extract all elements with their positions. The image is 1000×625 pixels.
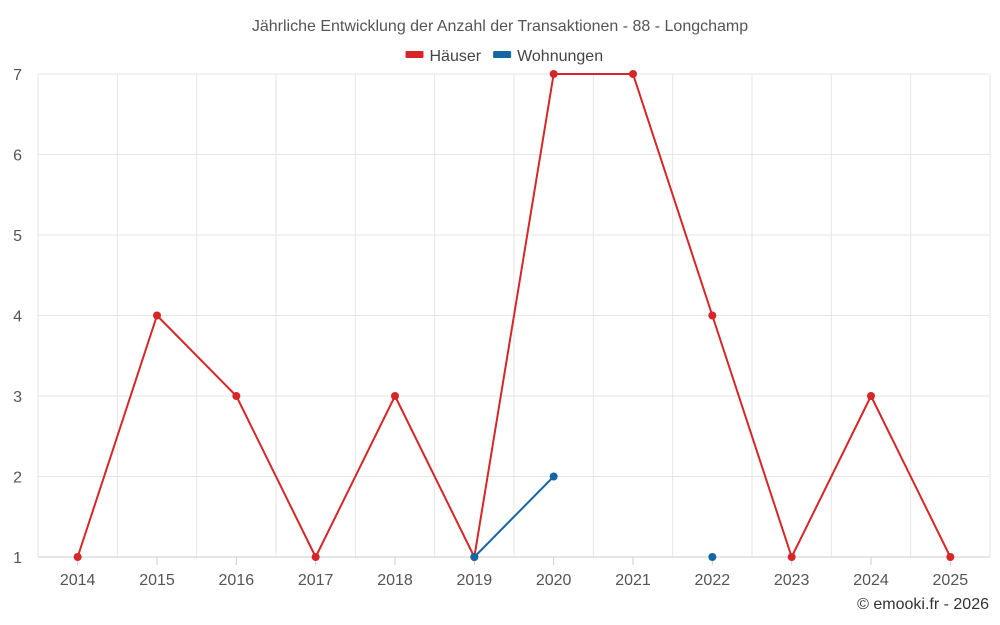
series-wohnungen[interactable] bbox=[470, 472, 717, 562]
legend[interactable]: Häuser Wohnungen bbox=[405, 48, 604, 65]
x-tick-label: 2021 bbox=[615, 572, 651, 589]
x-tick-label: 2019 bbox=[457, 572, 493, 589]
x-tick-label: 2017 bbox=[298, 572, 334, 589]
data-point[interactable] bbox=[73, 553, 82, 561]
data-point[interactable] bbox=[232, 392, 241, 400]
legend-swatch bbox=[493, 51, 512, 58]
x-tick-label: 2015 bbox=[139, 572, 175, 589]
data-point[interactable] bbox=[153, 311, 161, 320]
legend-item[interactable]: Häuser bbox=[405, 48, 482, 65]
data-point[interactable] bbox=[549, 472, 558, 481]
legend-swatch bbox=[405, 51, 424, 58]
x-tick-label: 2016 bbox=[219, 572, 255, 589]
x-tick-label: 2018 bbox=[377, 572, 413, 589]
data-point[interactable] bbox=[787, 553, 796, 561]
x-tick-label: 2025 bbox=[933, 572, 969, 589]
x-tick-label: 2023 bbox=[774, 572, 810, 589]
x-tick-label: 2022 bbox=[695, 572, 731, 589]
x-tick-label: 2024 bbox=[853, 572, 889, 589]
series-line bbox=[473, 475, 555, 558]
legend-item[interactable]: Wohnungen bbox=[493, 48, 603, 65]
y-tick-label: 7 bbox=[13, 67, 22, 84]
y-tick-label: 5 bbox=[13, 228, 22, 245]
series-line bbox=[76, 73, 952, 558]
data-point[interactable] bbox=[867, 392, 875, 400]
axes: 1 2 3 4 5 6 7 2014 2015 2016 2017 2018 2019 2020 2021 2… bbox=[13, 67, 990, 589]
credit-text: © emooki.fr - 2026 bbox=[857, 596, 989, 613]
y-tick-label: 6 bbox=[13, 148, 22, 165]
y-tick-label: 4 bbox=[13, 309, 22, 326]
data-point[interactable] bbox=[946, 553, 955, 561]
y-tick-label: 1 bbox=[13, 550, 22, 567]
legend-label: Wohnungen bbox=[517, 48, 603, 65]
chart-title: Jährliche Entwicklung der Anzahl der Tra… bbox=[252, 18, 748, 35]
x-tick-label: 2020 bbox=[536, 572, 572, 589]
x-tick-label: 2014 bbox=[60, 572, 96, 589]
data-point[interactable] bbox=[549, 70, 558, 78]
data-point[interactable] bbox=[708, 311, 717, 320]
series-haeuser[interactable] bbox=[73, 70, 955, 561]
data-point[interactable] bbox=[311, 553, 320, 561]
data-point[interactable] bbox=[391, 392, 399, 400]
data-point[interactable] bbox=[629, 70, 637, 78]
series bbox=[73, 70, 955, 562]
data-point[interactable] bbox=[708, 553, 717, 561]
data-point[interactable] bbox=[470, 553, 479, 561]
legend-label: Häuser bbox=[430, 48, 482, 65]
y-tick-label: 3 bbox=[13, 389, 22, 406]
y-tick-label: 2 bbox=[13, 470, 22, 487]
